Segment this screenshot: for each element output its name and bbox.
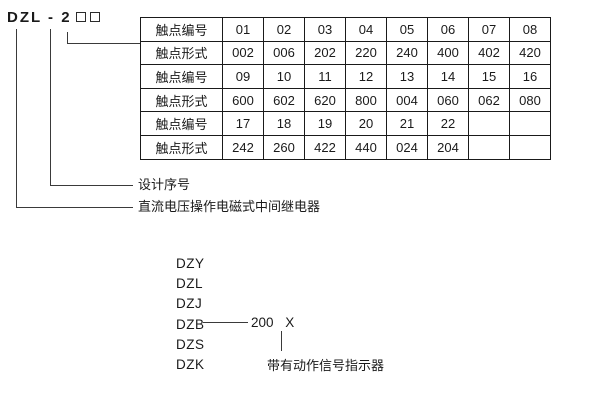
placeholder-box-icon [89,12,100,22]
cell-value: 15 [468,64,510,89]
connector-line-table-horizontal [67,43,141,44]
code-value: 200 [251,315,274,330]
cell-value: 242 [222,134,264,160]
row-label: 触点编号 [140,111,223,136]
cell-value: 12 [345,64,387,89]
series-list: DZY DZL DZJ DZB DZS DZK [176,253,205,375]
model-prefix: DZL - 2 [7,8,72,26]
cell-value: 04 [345,17,387,42]
cell-value: 21 [386,111,428,136]
cell-value [468,134,510,160]
connector-line-relay-type-vertical [16,29,17,207]
row-label: 触点形式 [140,40,223,66]
cell-value: 004 [386,87,428,113]
cell-value: 602 [263,87,305,113]
cell-value: 16 [509,64,551,89]
placeholder-box-icon [75,12,86,22]
cell-value: 260 [263,134,305,160]
cell-value: 19 [304,111,346,136]
cell-value [509,134,551,160]
row-label: 触点形式 [140,134,223,160]
indicator-note-label: 带有动作信号指示器 [267,358,385,373]
code-suffix: X [285,315,295,330]
series-item: DZY [176,255,205,271]
cell-value: 18 [263,111,305,136]
row-label: 触点形式 [140,87,223,113]
connector-line-design-serial-horizontal [50,185,133,186]
table-row: 触点编号 01 02 03 04 05 06 07 08 [140,17,551,42]
cell-value: 202 [304,40,346,66]
cell-value: 17 [222,111,264,136]
cell-value: 422 [304,134,346,160]
connector-line-dzb-horizontal [203,322,248,323]
cell-value: 024 [386,134,428,160]
cell-value [509,111,551,136]
cell-value: 800 [345,87,387,113]
cell-value [468,111,510,136]
cell-value: 240 [386,40,428,66]
cell-value: 600 [222,87,264,113]
connector-line-indicator-vertical [281,331,282,351]
cell-value: 11 [304,64,346,89]
cell-value: 062 [468,87,510,113]
table-row: 触点编号 09 10 11 12 13 14 15 16 [140,64,551,89]
series-item: DZK [176,357,205,373]
cell-value: 080 [509,87,551,113]
cell-value: 400 [427,40,469,66]
code-200x: 200 X [251,315,294,330]
row-label: 触点编号 [140,64,223,89]
series-item: DZB [176,316,205,332]
table-row: 触点编号 17 18 19 20 21 22 [140,111,551,136]
connector-line-design-serial-vertical [50,29,51,185]
cell-value: 13 [386,64,428,89]
series-item: DZS [176,336,205,352]
connector-line-relay-type-horizontal [16,207,133,208]
row-label: 触点编号 [140,17,223,42]
table-row: 触点形式 242 260 422 440 024 204 [140,134,551,160]
cell-value: 22 [427,111,469,136]
cell-value: 006 [263,40,305,66]
table-row: 触点形式 600 602 620 800 004 060 062 080 [140,87,551,113]
cell-value: 05 [386,17,428,42]
cell-value: 002 [222,40,264,66]
cell-value: 220 [345,40,387,66]
design-serial-label: 设计序号 [138,177,191,192]
cell-value: 620 [304,87,346,113]
cell-value: 08 [509,17,551,42]
series-item: DZJ [176,296,203,312]
cell-value: 03 [304,17,346,42]
series-item: DZL [176,275,204,291]
cell-value: 14 [427,64,469,89]
cell-value: 07 [468,17,510,42]
cell-value: 440 [345,134,387,160]
contact-table-body: 触点编号 01 02 03 04 05 06 07 08 触点形式 002 006 202 220 240 4… [140,17,551,160]
cell-value: 402 [468,40,510,66]
cell-value: 10 [263,64,305,89]
model-designation: DZL - 2 [7,8,100,26]
cell-value: 06 [427,17,469,42]
table-row: 触点形式 002 006 202 220 240 400 402 420 [140,40,551,66]
cell-value: 02 [263,17,305,42]
cell-value: 420 [509,40,551,66]
cell-value: 204 [427,134,469,160]
cell-value: 20 [345,111,387,136]
contact-table: 触点编号 01 02 03 04 05 06 07 08 触点形式 002 006 202 220 240 4… [140,17,551,160]
cell-value: 01 [222,17,264,42]
cell-value: 09 [222,64,264,89]
connector-line-table-vertical [67,32,68,44]
cell-value: 060 [427,87,469,113]
relay-type-label: 直流电压操作电磁式中间继电器 [138,199,321,214]
